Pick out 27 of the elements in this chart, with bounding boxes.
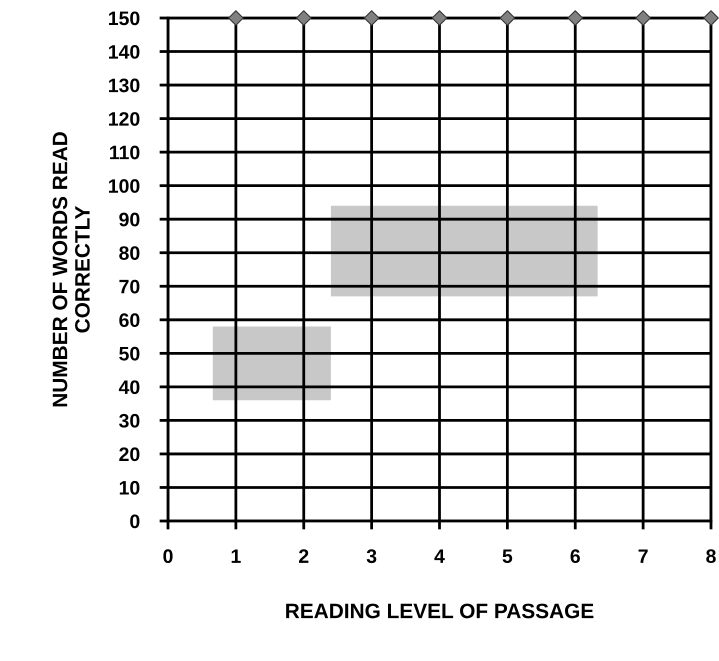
x-tick-label: 1 (232, 549, 241, 563)
x-tick-label: 5 (502, 549, 512, 564)
x-tick-label: 8 (706, 549, 716, 564)
x-axis-title: READING LEVEL OF PASSAGE (286, 604, 594, 618)
x-tick-label: 7 (638, 549, 648, 563)
x-tick-label: 4 (434, 549, 445, 563)
y-tick-label: 10 (120, 480, 140, 495)
y-tick-label: 150 (109, 11, 140, 26)
x-tick-label: 6 (570, 549, 580, 564)
x-tick-label: 0 (163, 549, 173, 564)
x-tick-label: 3 (366, 549, 376, 564)
y-tick-label: 30 (119, 414, 140, 428)
y-tick-label: 50 (119, 346, 140, 361)
y-tick-label: 60 (119, 313, 140, 328)
y-tick-label: 40 (118, 380, 140, 394)
y-tick-label: 120 (109, 112, 140, 126)
y-tick-label: 140 (109, 45, 140, 59)
y-tick-label: 130 (109, 78, 140, 92)
y-tick-label: 80 (119, 246, 140, 260)
y-tick-label: 110 (110, 146, 140, 160)
y-tick-label: 70 (119, 280, 140, 294)
y-tick-label: 0 (130, 514, 140, 528)
x-tick-label: 2 (299, 549, 308, 563)
y-tick-label: 90 (119, 212, 140, 226)
y-tick-label: 100 (109, 179, 140, 193)
y-axis-title: NUMBER OF WORDS READ CORRECTLY (52, 132, 90, 406)
y-tick-label: 20 (119, 447, 140, 462)
